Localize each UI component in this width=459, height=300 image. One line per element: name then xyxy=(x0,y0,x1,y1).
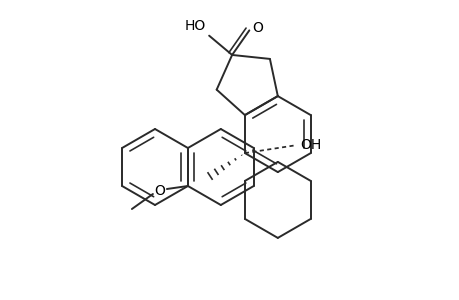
Text: HO: HO xyxy=(185,19,206,33)
Text: OH: OH xyxy=(299,138,320,152)
Text: O: O xyxy=(252,21,263,35)
Text: O: O xyxy=(154,184,165,198)
